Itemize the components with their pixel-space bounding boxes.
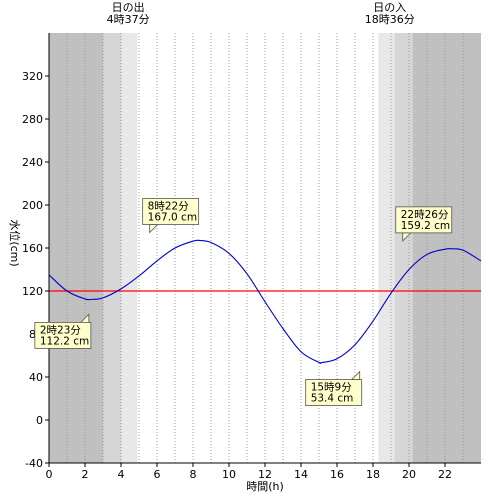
annotation-time: 8時22分 (148, 200, 190, 212)
x-tick-label: 0 (46, 468, 53, 481)
annotation-level: 159.2 cm (401, 220, 450, 232)
x-tick-label: 22 (438, 468, 452, 481)
night-band-evening (412, 33, 481, 463)
series-group (48, 239, 482, 365)
x-tick-label: 18 (366, 468, 380, 481)
y-tick-label: -40 (25, 457, 43, 470)
night-band-morning (49, 33, 104, 463)
series-line-water-level (48, 239, 482, 365)
y-axis-title: 水位(cm) (8, 219, 22, 266)
x-tick-label: 2 (82, 468, 89, 481)
annotation-time: 22時26分 (401, 209, 449, 221)
sunset-time: 18時36分 (365, 13, 415, 26)
y-tick-label: 0 (36, 414, 43, 427)
x-tick-label: 4 (118, 468, 125, 481)
x-tick-label: 10 (222, 468, 236, 481)
twilight-band-morning-dark (103, 33, 122, 463)
annotation-box (34, 321, 92, 349)
tick-labels: -400408012016020024028032002468101214161… (22, 70, 452, 481)
sunrise-time: 4時37分 (107, 13, 150, 26)
twilight-band-evening-light (378, 33, 395, 463)
x-axis-title: 時間(h) (246, 480, 284, 493)
annotation-level: 112.2 cm (40, 335, 89, 347)
annotation-time: 2時23分 (40, 324, 82, 336)
y-tick-label: 240 (22, 156, 43, 169)
annotation-box (305, 379, 363, 406)
daylight-bands (49, 33, 481, 463)
annotation-level: 167.0 cm (148, 211, 197, 223)
y-tick-label: 320 (22, 70, 43, 83)
annotation-time: 15時9分 (311, 382, 353, 394)
twilight-band-morning-light (121, 33, 138, 463)
sunset-title: 日の入 (373, 1, 406, 14)
y-tick-label: 40 (29, 371, 43, 384)
x-tick-label: 8 (190, 468, 197, 481)
x-tick-label: 16 (330, 468, 344, 481)
x-tick-label: 20 (402, 468, 416, 481)
x-tick-label: 14 (294, 468, 308, 481)
x-tick-label: 12 (258, 468, 272, 481)
sunrise-title: 日の出 (112, 0, 145, 14)
y-tick-label: 280 (22, 113, 43, 126)
y-tick-label: 120 (22, 285, 43, 298)
annotation-level: 53.4 cm (311, 393, 354, 405)
annotation-box (395, 206, 453, 234)
annotation-box (142, 198, 200, 225)
twilight-band-evening-dark (394, 33, 413, 463)
y-tick-label: 160 (22, 242, 43, 255)
y-tick-label: 200 (22, 199, 43, 212)
x-tick-label: 6 (154, 468, 161, 481)
